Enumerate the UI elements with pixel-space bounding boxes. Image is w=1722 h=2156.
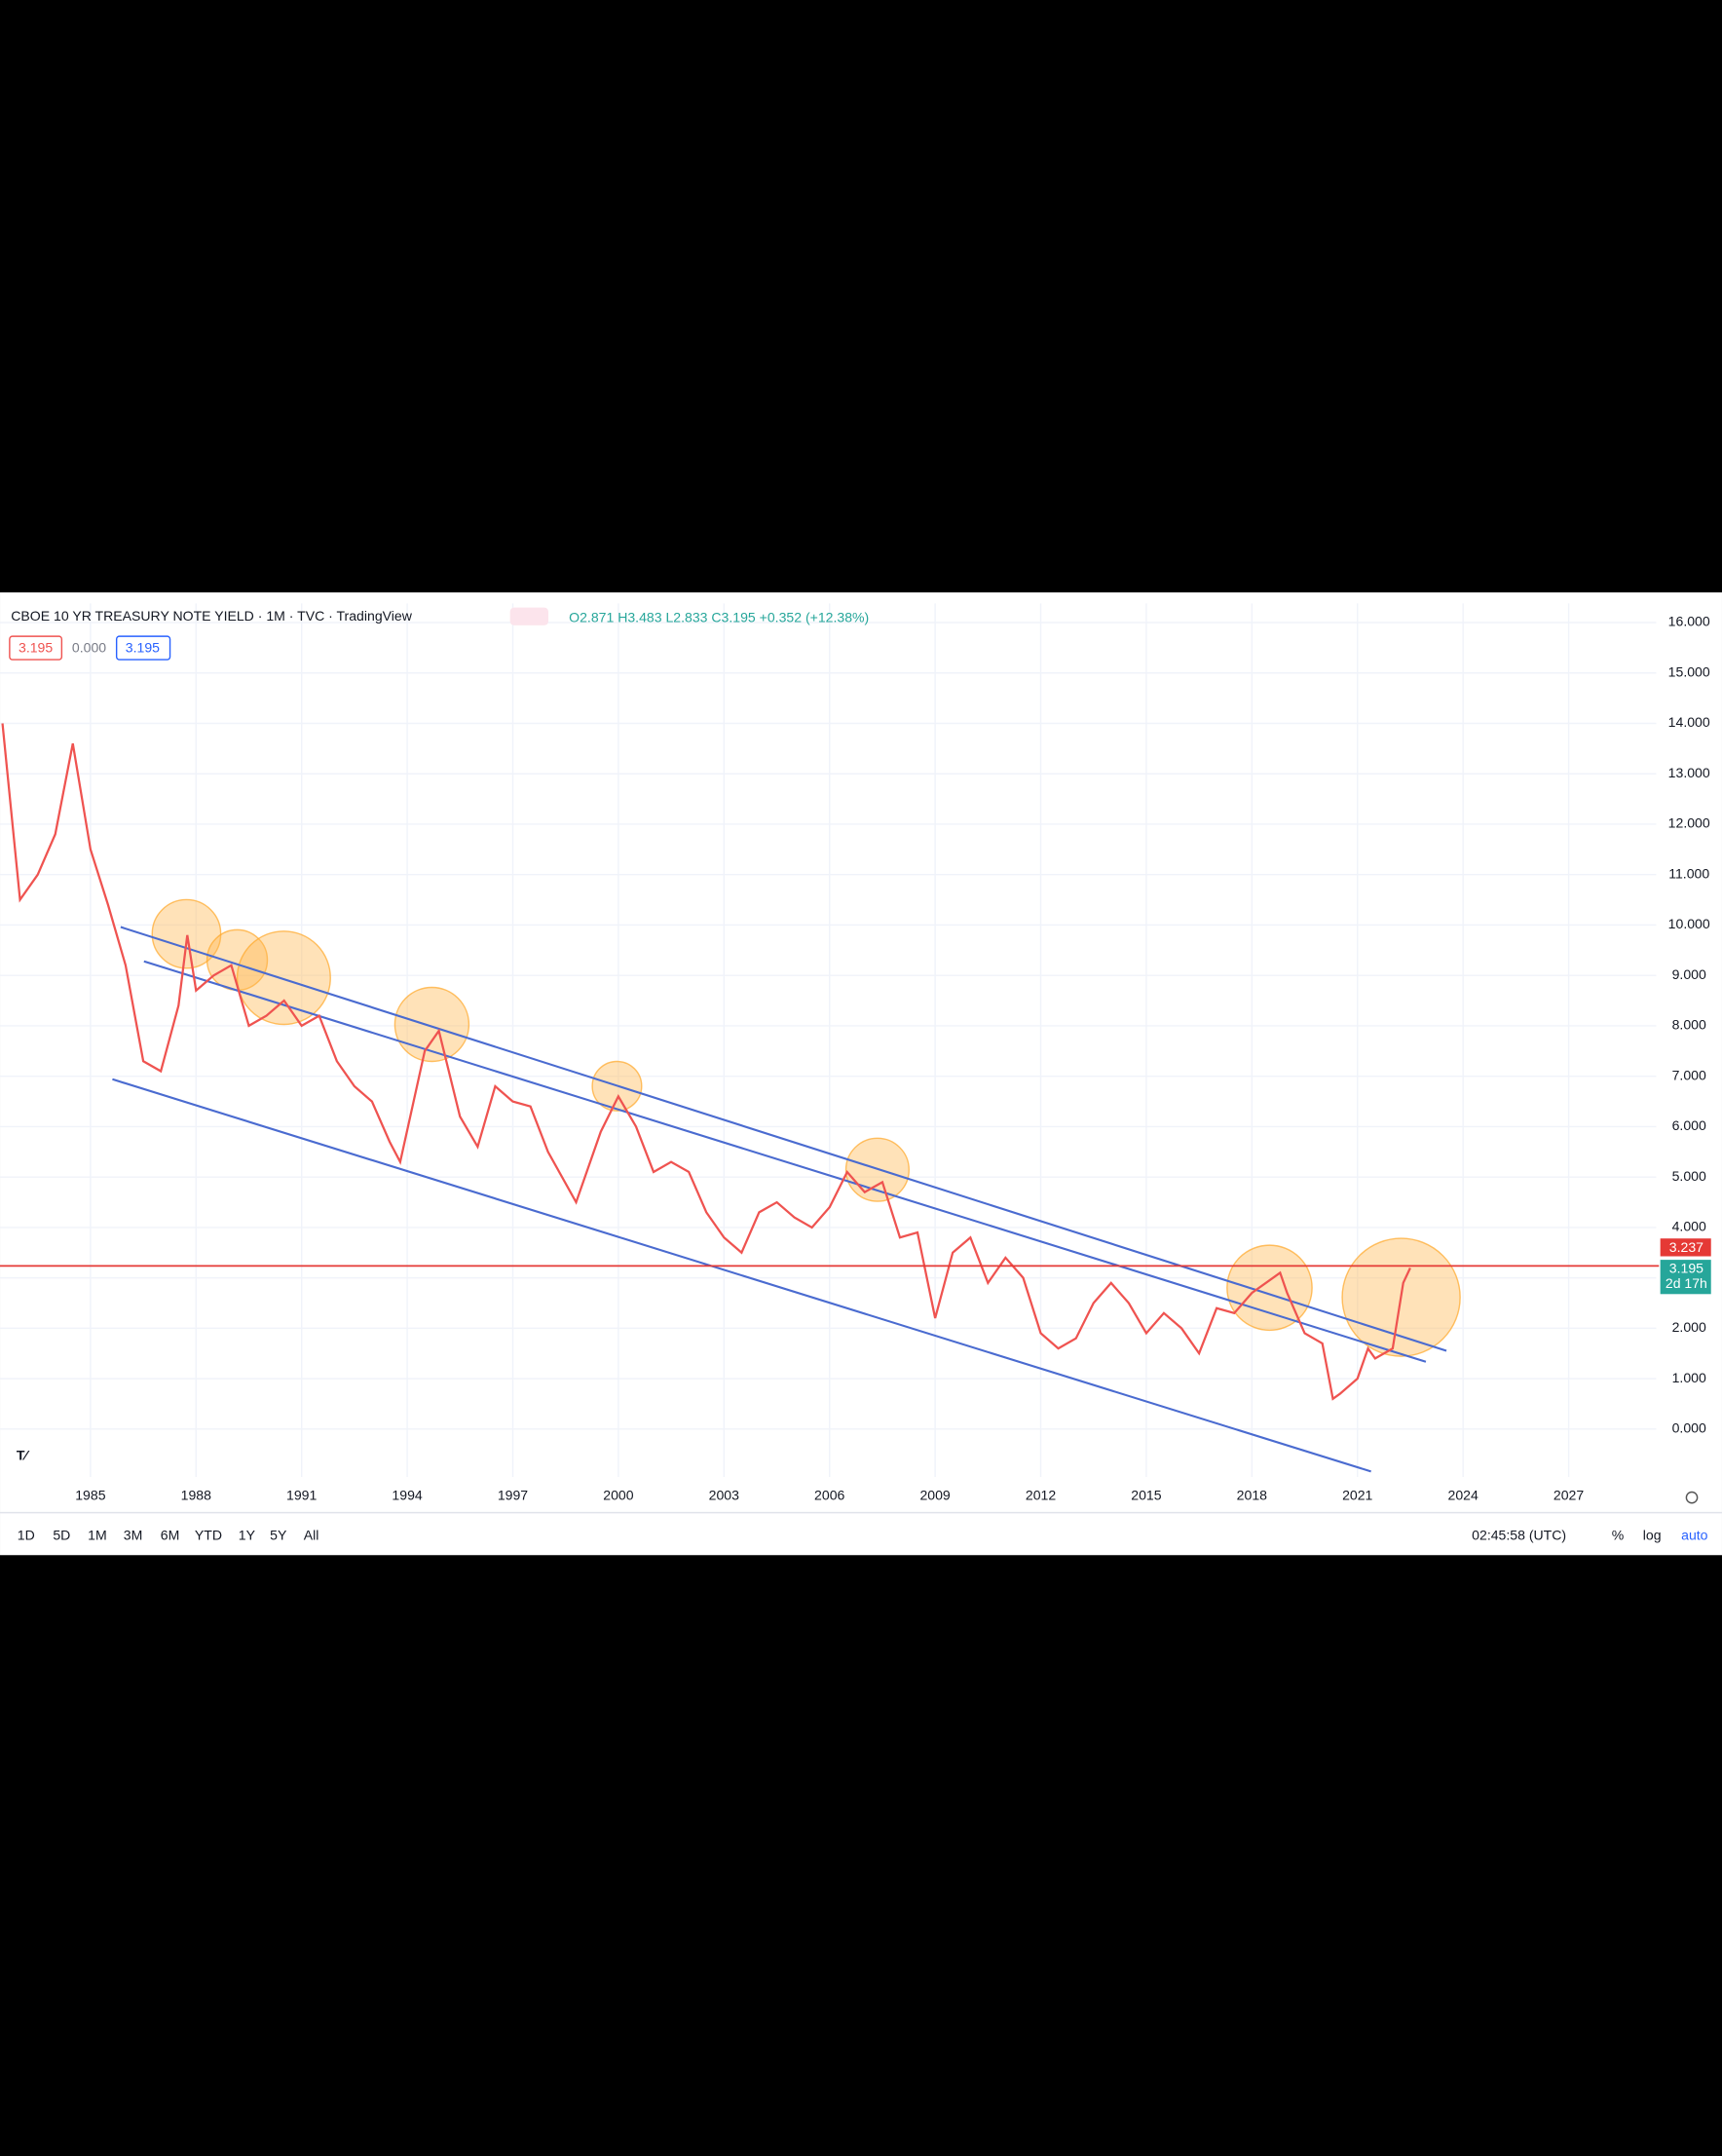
countdown: 2d 17h xyxy=(1666,1275,1707,1291)
x-tick-label: 2027 xyxy=(1554,1487,1584,1502)
y-tick-label: 7.000 xyxy=(1672,1067,1706,1082)
scale-button[interactable]: auto xyxy=(1681,1527,1708,1542)
x-tick-label: 1997 xyxy=(498,1487,528,1502)
settings-icon[interactable] xyxy=(1685,1491,1699,1504)
range-button[interactable]: 1M xyxy=(88,1527,107,1542)
range-button[interactable]: 6M xyxy=(161,1527,180,1542)
x-tick-label: 1985 xyxy=(75,1487,105,1502)
clock: 02:45:58 (UTC) xyxy=(1472,1527,1566,1542)
channel-lines xyxy=(112,926,1447,1473)
x-tick-label: 2024 xyxy=(1448,1487,1479,1502)
x-tick-label: 1994 xyxy=(392,1487,422,1502)
x-tick-label: 2015 xyxy=(1131,1487,1161,1502)
trend-line xyxy=(143,960,1427,1363)
input-box[interactable] xyxy=(115,635,171,661)
y-tick-label: 2.000 xyxy=(1672,1319,1706,1335)
y-tick-label: 16.000 xyxy=(1668,614,1710,629)
y-tick-label: 12.000 xyxy=(1668,815,1710,831)
y-tick-label: 4.000 xyxy=(1672,1219,1706,1234)
x-tick-label: 2021 xyxy=(1342,1487,1372,1502)
price-line xyxy=(1,723,1411,1401)
x-tick-label: 2018 xyxy=(1237,1487,1267,1502)
circle xyxy=(1226,1244,1313,1332)
y-tick-label: 10.000 xyxy=(1668,916,1710,931)
plot xyxy=(1,723,1461,1473)
last-price-tag xyxy=(1660,1260,1711,1295)
x-tick-label: 2006 xyxy=(814,1487,844,1502)
toggle[interactable] xyxy=(509,607,549,625)
trend-line xyxy=(120,926,1447,1352)
scale-button[interactable]: % xyxy=(1612,1527,1625,1542)
x-tick-label: 1991 xyxy=(286,1487,317,1502)
circle xyxy=(393,986,470,1063)
trend-line xyxy=(112,1078,1371,1473)
input-box[interactable] xyxy=(9,635,63,661)
y-tick-label: 15.000 xyxy=(1668,663,1710,679)
x-tick-label: 2012 xyxy=(1026,1487,1056,1502)
price-tag xyxy=(1660,1238,1711,1257)
price-tag-label: 3.237 xyxy=(1669,1239,1703,1255)
range-button[interactable]: 5D xyxy=(53,1527,70,1542)
range-button[interactable]: 1D xyxy=(18,1527,35,1542)
circle xyxy=(236,930,331,1026)
y-tick-label: 6.000 xyxy=(1672,1117,1706,1133)
x-tick-label: 1988 xyxy=(181,1487,211,1502)
last-price-label: 3.195 xyxy=(1669,1261,1703,1276)
input: 3.195 xyxy=(126,640,160,656)
input: 0.000 xyxy=(72,640,106,656)
range-button[interactable]: 5Y xyxy=(270,1527,287,1542)
scale-button[interactable]: log xyxy=(1643,1527,1662,1542)
y-tick-label: 14.000 xyxy=(1668,714,1710,730)
y-tick-label: 9.000 xyxy=(1672,966,1706,982)
y-tick-label: 11.000 xyxy=(1668,865,1709,881)
range-button[interactable]: 3M xyxy=(124,1527,143,1542)
y-tick-label: 8.000 xyxy=(1672,1017,1706,1033)
y-tick-label: 1.000 xyxy=(1672,1370,1706,1385)
range-button[interactable]: YTD xyxy=(195,1527,222,1542)
y-tick-label: 5.000 xyxy=(1672,1168,1706,1184)
grid xyxy=(0,603,1657,1478)
x-tick-label: 2009 xyxy=(919,1487,950,1502)
input: 3.195 xyxy=(19,640,53,656)
logo: T⁄ xyxy=(17,1448,30,1463)
ohlc: O2.871 H3.483 L2.833 C3.195 +0.352 (+12.… xyxy=(569,610,869,625)
chart-panel xyxy=(0,592,1722,1556)
chart-title: CBOE 10 YR TREASURY NOTE YIELD · 1M · TV… xyxy=(11,608,412,624)
y-tick-label: 0.000 xyxy=(1672,1420,1706,1436)
range-button[interactable]: All xyxy=(304,1527,319,1542)
y-tick-label: 13.000 xyxy=(1668,765,1710,780)
range-button[interactable]: 1Y xyxy=(239,1527,256,1542)
x-tick-label: 2000 xyxy=(603,1487,633,1502)
x-tick-label: 2003 xyxy=(709,1487,739,1502)
